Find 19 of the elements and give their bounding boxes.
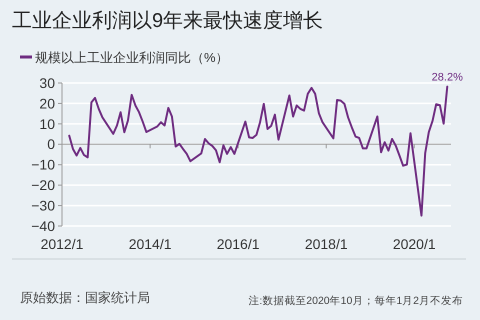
- chart-title: 工业企业利润以9年来最快速度增长: [12, 10, 324, 32]
- text: 注:数据截至2020年10月；每年1月2月不发布: [248, 294, 463, 307]
- annotation: 28.2%: [432, 72, 464, 84]
- y-tick-label: 0: [47, 136, 56, 152]
- line-series: [68, 86, 448, 217]
- x-tick-label: 2014/1: [128, 236, 172, 252]
- y-tick-label: 20: [39, 95, 56, 112]
- y-tick-label: −10: [31, 156, 56, 173]
- x-tick-label: 2016/1: [216, 236, 260, 252]
- x-tick-label: 2018/1: [304, 236, 348, 252]
- y-tick-label: −20: [31, 177, 56, 194]
- y-tick-label: −30: [31, 197, 56, 214]
- y-tick-label: −40: [31, 218, 56, 234]
- y-tick-label: 30: [39, 74, 56, 91]
- text: 原始数据：国家统计局: [20, 290, 150, 305]
- x-tick-label: 2020/1: [392, 236, 436, 252]
- y-tick-label: 10: [39, 116, 56, 132]
- x-tick-label: 2012/1: [40, 236, 84, 252]
- legend-label: 规模以上工业企业利润同比（%）: [35, 50, 229, 65]
